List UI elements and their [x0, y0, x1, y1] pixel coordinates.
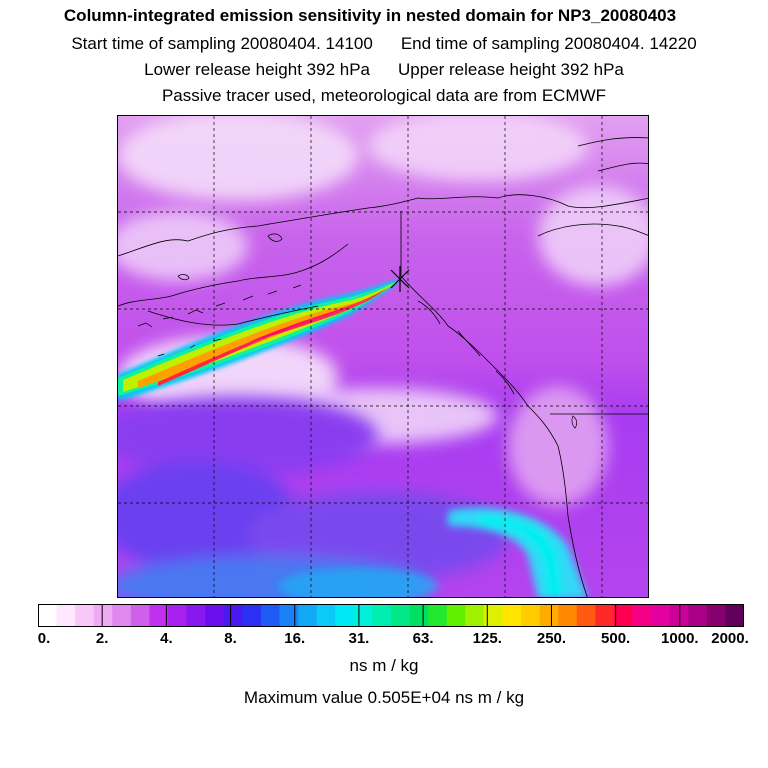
colorbar-swatch [651, 604, 671, 627]
colorbar-swatch [391, 604, 411, 627]
colorbar-swatch [242, 604, 262, 627]
colorbar-tick-label: 2000. [711, 630, 749, 647]
colorbar [38, 604, 744, 627]
colorbar-swatch [725, 604, 744, 627]
colorbar-swatch [428, 604, 448, 627]
colorbar-swatch [409, 604, 429, 627]
colorbar-swatch [75, 604, 95, 627]
colorbar-swatch [688, 604, 708, 627]
end-time-label: End time of sampling 20080404. 14220 [400, 34, 697, 53]
colorbar-tick-label: 500. [601, 630, 631, 647]
colorbar-swatch [613, 604, 634, 627]
colorbar-swatch [168, 604, 188, 627]
colorbar-swatch [465, 604, 485, 627]
colorbar-swatch [316, 604, 336, 627]
colorbar-swatch [112, 604, 132, 627]
colorbar-tick-label: 63. [412, 630, 434, 647]
colorbar-tick-label: 1000. [661, 630, 699, 647]
graticule [118, 116, 648, 597]
colorbar-swatch [502, 604, 522, 627]
colorbar-units: ns m / kg [349, 656, 419, 675]
colorbar-swatch [260, 604, 281, 627]
colorbar-swatch [539, 604, 559, 627]
colorbar-swatch [130, 604, 150, 627]
colorbar-swatch [521, 604, 541, 627]
colorbar-swatch [446, 604, 466, 627]
sensitivity-map [117, 115, 649, 598]
colorbar-swatch [706, 604, 726, 627]
colorbar-swatch [186, 604, 206, 627]
release-point-marker [390, 266, 410, 292]
colorbar-swatch [93, 604, 113, 627]
colorbar-swatch [56, 604, 76, 627]
colorbar-swatch [149, 604, 169, 627]
start-time-label: Start time of sampling 20080404. 14100 [71, 34, 373, 53]
colorbar-tick-label: 250. [536, 630, 567, 647]
colorbar-swatch [279, 604, 299, 627]
figure-title: Column-integrated emission sensitivity i… [63, 6, 677, 25]
colorbar-swatch [372, 604, 392, 627]
colorbar-swatch [669, 604, 689, 627]
colorbar-tick-label: 2. [95, 630, 109, 647]
upper-height-label: Upper release height 392 hPa [398, 60, 624, 79]
colorbar-swatch [38, 604, 58, 627]
emission-plume [118, 279, 401, 401]
tracer-note: Passive tracer used, meteorological data… [161, 86, 607, 105]
release-heights: Lower release height 392 hPa Upper releas… [0, 60, 768, 80]
cyan-streak [278, 508, 588, 597]
maximum-value: Maximum value 0.505E+04 ns m / kg [243, 688, 525, 707]
colorbar-swatch [205, 604, 225, 627]
colorbar-swatch [576, 604, 596, 627]
colorbar-tick-label: 0. [37, 630, 51, 647]
coastlines [118, 137, 648, 597]
colorbar-tick-label: 31. [348, 630, 370, 647]
colorbar-swatch [558, 604, 578, 627]
colorbar-tick-label: 16. [284, 630, 306, 647]
lower-height-label: Lower release height 392 hPa [144, 60, 370, 79]
colorbar-tick-label: 125. [472, 630, 502, 647]
colorbar-tick-label: 8. [224, 630, 237, 647]
colorbar-swatch [483, 604, 503, 627]
colorbar-swatch [353, 604, 373, 627]
colorbar-swatch [335, 604, 355, 627]
sampling-times: Start time of sampling 20080404. 14100 En… [0, 34, 768, 54]
colorbar-border [38, 604, 744, 627]
colorbar-tick-label: 4. [160, 630, 173, 647]
colorbar-swatch [595, 604, 615, 627]
colorbar-swatch [223, 604, 243, 627]
colorbar-swatch [632, 604, 652, 627]
colorbar-swatch [298, 604, 318, 627]
